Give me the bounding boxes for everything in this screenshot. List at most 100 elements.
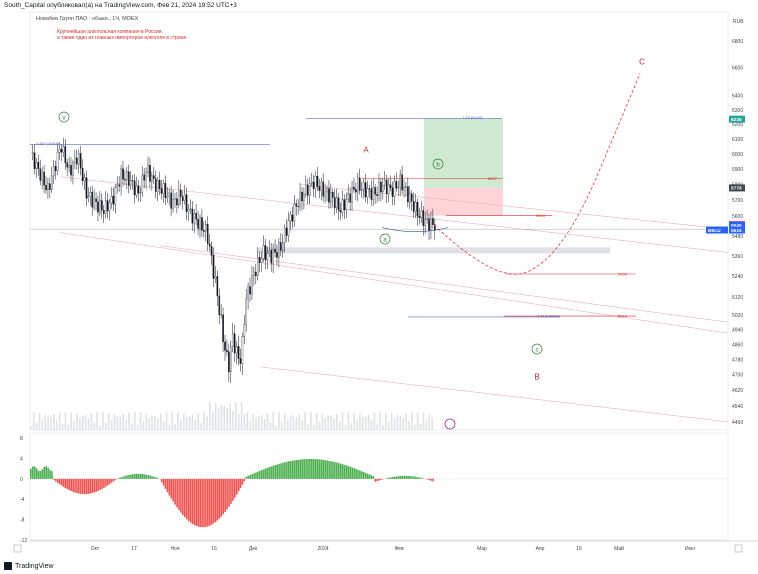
oscillator-bar (305, 459, 307, 479)
oscillator-bar (409, 476, 411, 479)
candle-body (143, 174, 146, 181)
volume-bar (90, 413, 93, 430)
volume-bar (237, 414, 240, 430)
oscillator-bar (245, 476, 248, 479)
volume-bar (425, 420, 428, 430)
oscillator-bar (126, 475, 128, 479)
candle-body (93, 198, 95, 208)
oscillator-bar (70, 478, 73, 492)
wave-label: v (63, 116, 66, 122)
ticker-badge (706, 226, 728, 234)
oscillator-bar (268, 467, 271, 479)
level-label: 1.13 (6240) (462, 115, 483, 120)
volume-bar (359, 414, 361, 430)
oscillator-bar (124, 475, 126, 479)
candle-body (382, 185, 384, 193)
time-tick-label: 16 (576, 546, 582, 552)
oscillator-bar (101, 478, 103, 489)
price-tick-label: 5360 (732, 254, 743, 260)
volume-bar (220, 405, 223, 430)
price-chart[interactable]: 0.854 (6064)1.13 (6240)5837560452530.618… (0, 0, 758, 560)
candle-body (145, 172, 147, 181)
volume-bar (180, 420, 182, 430)
time-axis[interactable]: Окт 17 Ноя 16 Дек 2024 Фев Мар Апр 16 Май Июн (13, 544, 743, 553)
oscillator-bar (353, 468, 355, 479)
oscillator-bar (361, 471, 363, 479)
wave-a-arc (381, 227, 449, 232)
candle-body (214, 276, 217, 279)
oscillator-bar (255, 472, 257, 479)
candle-body (243, 324, 246, 337)
volume-bar (330, 415, 332, 430)
oscillator-bar (239, 478, 242, 488)
candle-body (276, 252, 278, 258)
oscillator-bar (189, 478, 192, 523)
oscillator-bar (209, 478, 211, 526)
oscillator-bar (114, 478, 117, 480)
volume-bar (258, 416, 260, 430)
volume-bar (350, 423, 353, 430)
candle-body (324, 191, 326, 197)
candle-body (104, 200, 107, 214)
candle-body (307, 184, 309, 196)
oscillator-bar (391, 477, 394, 479)
candle-body (399, 174, 402, 188)
candle-body (102, 210, 105, 214)
volume-bar (347, 412, 350, 430)
oscillator-bar (312, 459, 315, 479)
oscillator-bar (147, 475, 150, 479)
oscillator-bar (197, 478, 200, 527)
volume-bar (281, 422, 283, 430)
volume-bar (226, 407, 228, 430)
publisher-bar: South_Capital опубликовал(а) на TradingV… (0, 0, 758, 12)
oscillator-bar (311, 458, 313, 479)
candle-body (322, 181, 325, 197)
oscillator-bar (35, 468, 38, 479)
candle-body (77, 153, 80, 165)
candle-body (33, 152, 36, 169)
oscillator-bar (155, 477, 157, 479)
oscillator-bar (39, 471, 42, 479)
oscillator-bar (299, 459, 302, 479)
candle-body (374, 187, 376, 195)
volume-bar (116, 416, 119, 430)
symbol-title: Новабев Групп ПАО · обыкн., 1Ч, MOEX (36, 16, 139, 22)
oscillator-bar (224, 478, 227, 512)
candle-body (222, 314, 224, 343)
candle-body (333, 197, 336, 208)
oscillator-bar (145, 474, 148, 479)
candle-body (283, 227, 286, 243)
oscillator-axis: 8 4 0 -4 -8 -12 (20, 436, 27, 544)
candle-body (278, 242, 280, 258)
oscillator-bar (191, 478, 194, 524)
volume-bar (405, 413, 407, 430)
price-badge (729, 226, 745, 234)
volume-bar (99, 425, 101, 430)
oscillator-bar (62, 478, 65, 487)
candle-body (264, 245, 267, 260)
oscillator-bar (285, 461, 288, 479)
volume-bar (367, 414, 370, 430)
candle-body (357, 177, 359, 193)
volume-bar (157, 418, 159, 430)
oscillator-bar (235, 478, 238, 495)
volume-bar (382, 425, 384, 430)
candle-body (368, 188, 371, 190)
oscillator-bar (41, 469, 44, 479)
oscillator-bar (37, 470, 40, 479)
oscillator-pane (30, 458, 728, 528)
candle-body (43, 171, 45, 186)
volume-bar (223, 405, 226, 430)
candle-body (409, 193, 411, 203)
oscillator-bar (266, 467, 269, 479)
volume-bar (431, 417, 433, 430)
volume-bar (284, 412, 286, 430)
candle-body (210, 245, 213, 256)
candle-body (332, 192, 334, 198)
candle-body (432, 218, 434, 225)
candle-body (89, 192, 92, 197)
oscillator-bar (30, 468, 32, 479)
oscillator-bar (257, 471, 259, 479)
oscillator-bar (414, 476, 417, 479)
price-tick-label: 4700 (732, 373, 743, 379)
